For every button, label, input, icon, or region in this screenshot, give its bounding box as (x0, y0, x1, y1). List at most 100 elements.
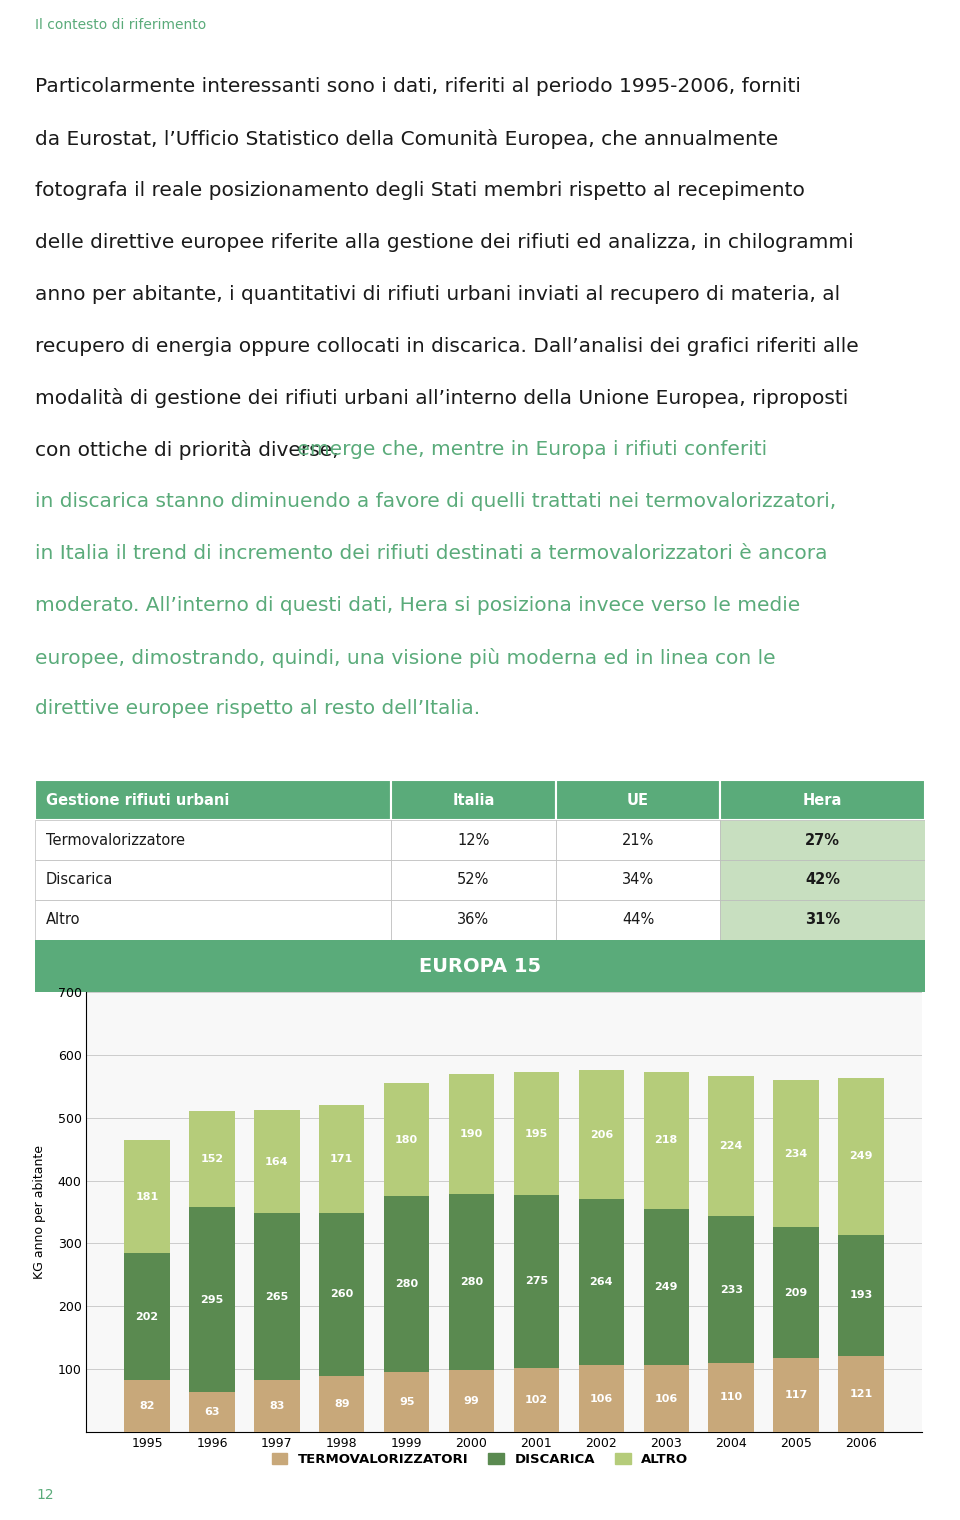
Bar (189, 1392, 234, 1432)
FancyBboxPatch shape (391, 780, 556, 819)
FancyBboxPatch shape (391, 900, 556, 939)
Bar (254, 1213, 300, 1380)
Text: 233: 233 (720, 1284, 743, 1295)
Bar (838, 1234, 883, 1356)
Text: con ottiche di priorità diverse,: con ottiche di priorità diverse, (35, 441, 339, 461)
Text: 27%: 27% (805, 833, 840, 848)
Bar (384, 1196, 429, 1373)
FancyBboxPatch shape (35, 780, 391, 819)
Bar (384, 1373, 429, 1432)
Text: in Italia il trend di incremento dei rifiuti destinati a termovalorizzatori è an: in Italia il trend di incremento dei rif… (35, 544, 828, 562)
Text: da Eurostat, l’Ufficio Statistico della Comunità Europea, che annualmente: da Eurostat, l’Ufficio Statistico della … (35, 129, 779, 149)
Text: 89: 89 (334, 1398, 349, 1409)
FancyBboxPatch shape (35, 939, 925, 993)
Bar (643, 1208, 689, 1365)
Text: moderato. All’interno di questi dati, Hera si posiziona invece verso le medie: moderato. All’interno di questi dati, He… (35, 596, 801, 614)
Bar (254, 1380, 300, 1432)
Text: 106: 106 (655, 1394, 678, 1403)
Text: 249: 249 (850, 1151, 873, 1161)
Bar (319, 1105, 365, 1213)
Text: 209: 209 (784, 1287, 807, 1298)
Text: 193: 193 (850, 1290, 873, 1300)
Bar (579, 1365, 624, 1432)
Bar (708, 1363, 754, 1432)
Text: Gestione rifiuti urbani: Gestione rifiuti urbani (46, 792, 229, 807)
Bar (254, 1110, 300, 1213)
FancyBboxPatch shape (720, 900, 925, 939)
Text: Particolarmente interessanti sono i dati, riferiti al periodo 1995-2006, forniti: Particolarmente interessanti sono i dati… (35, 78, 801, 96)
Text: 82: 82 (139, 1401, 155, 1411)
FancyBboxPatch shape (35, 860, 391, 900)
Text: anno per abitante, i quantitativi di rifiuti urbani inviati al recupero di mater: anno per abitante, i quantitativi di rif… (35, 284, 840, 304)
Text: 190: 190 (460, 1129, 483, 1138)
Bar (514, 1368, 559, 1432)
Text: 195: 195 (525, 1129, 548, 1138)
FancyBboxPatch shape (391, 860, 556, 900)
Text: 295: 295 (201, 1295, 224, 1304)
Text: Il contesto di riferimento: Il contesto di riferimento (35, 18, 206, 32)
Bar (579, 1199, 624, 1365)
Bar (838, 1356, 883, 1432)
Text: delle direttive europee riferite alla gestione dei rifiuti ed analizza, in chilo: delle direttive europee riferite alla ge… (35, 233, 853, 252)
Bar (774, 1359, 819, 1432)
Text: 265: 265 (265, 1292, 289, 1301)
Text: 106: 106 (589, 1394, 613, 1403)
Text: 99: 99 (464, 1395, 479, 1406)
Text: Discarica: Discarica (46, 872, 113, 888)
Bar (643, 1365, 689, 1432)
FancyBboxPatch shape (556, 860, 720, 900)
Bar (449, 1075, 494, 1193)
Bar (774, 1081, 819, 1227)
Text: 164: 164 (265, 1157, 289, 1167)
Text: 21%: 21% (622, 833, 654, 848)
Text: 280: 280 (396, 1280, 419, 1289)
Bar (514, 1195, 559, 1368)
Text: recupero di energia oppure collocati in discarica. Dall’analisi dei grafici rife: recupero di energia oppure collocati in … (35, 336, 859, 356)
Text: emerge che, mentre in Europa i rifiuti conferiti: emerge che, mentre in Europa i rifiuti c… (291, 441, 767, 459)
Text: 218: 218 (655, 1135, 678, 1146)
Bar (319, 1376, 365, 1432)
Bar (319, 1213, 365, 1376)
Bar (189, 1207, 234, 1392)
Text: 181: 181 (135, 1192, 158, 1202)
FancyBboxPatch shape (556, 819, 720, 860)
Text: 275: 275 (525, 1277, 548, 1286)
Bar (125, 1380, 170, 1432)
Bar (125, 1140, 170, 1254)
Text: UE: UE (627, 792, 649, 807)
FancyBboxPatch shape (35, 819, 391, 860)
Bar (774, 1227, 819, 1359)
Text: 34%: 34% (622, 872, 654, 888)
Text: direttive europee rispetto al resto dell’Italia.: direttive europee rispetto al resto dell… (35, 699, 480, 719)
Legend: TERMOVALORIZZATORI, DISCARICA, ALTRO: TERMOVALORIZZATORI, DISCARICA, ALTRO (266, 1447, 694, 1471)
Bar (579, 1070, 624, 1199)
Text: Termovalorizzatore: Termovalorizzatore (46, 833, 184, 848)
Y-axis label: KG anno per abitante: KG anno per abitante (34, 1145, 46, 1278)
Text: 234: 234 (784, 1149, 807, 1158)
Bar (514, 1073, 559, 1195)
Text: 12: 12 (36, 1488, 54, 1502)
Text: 249: 249 (655, 1281, 678, 1292)
Bar (449, 1193, 494, 1370)
Text: 83: 83 (269, 1401, 284, 1411)
Text: 110: 110 (720, 1392, 743, 1403)
Text: 121: 121 (850, 1389, 873, 1398)
Bar (189, 1111, 234, 1207)
Text: 260: 260 (330, 1289, 353, 1300)
FancyBboxPatch shape (720, 860, 925, 900)
Text: 152: 152 (201, 1154, 224, 1164)
Text: fotografa il reale posizionamento degli Stati membri rispetto al recepimento: fotografa il reale posizionamento degli … (35, 181, 804, 201)
Bar (708, 1216, 754, 1363)
FancyBboxPatch shape (720, 819, 925, 860)
Bar (125, 1254, 170, 1380)
Text: Italia: Italia (452, 792, 494, 807)
Bar (384, 1084, 429, 1196)
Text: 36%: 36% (457, 912, 490, 927)
Text: 63: 63 (204, 1408, 220, 1417)
Text: EUROPA 15: EUROPA 15 (419, 956, 541, 976)
Text: 42%: 42% (805, 872, 840, 888)
Text: 95: 95 (399, 1397, 415, 1408)
Text: 224: 224 (719, 1142, 743, 1151)
Text: 52%: 52% (457, 872, 490, 888)
Text: Altro: Altro (46, 912, 81, 927)
